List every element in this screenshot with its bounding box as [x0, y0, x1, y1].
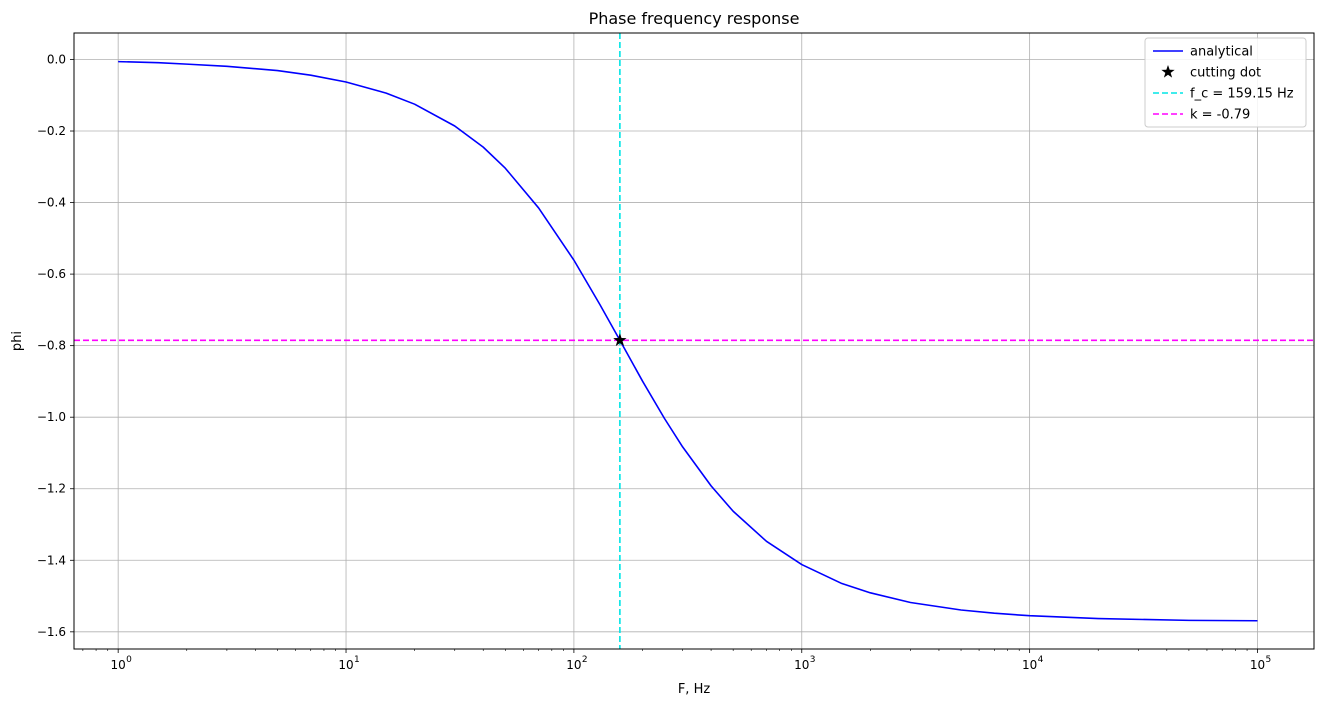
plot-area	[74, 33, 1314, 649]
y-tick-label: 0.0	[47, 52, 66, 66]
y-tick-label: −1.6	[37, 625, 66, 639]
x-tick-label: 10	[338, 658, 353, 672]
legend: analytical cutting dot f_c = 159.15 Hz k = …	[1144, 37, 1307, 128]
legend-box	[1144, 37, 1307, 128]
x-axis-ticks: 10 0 10 1 10 2 10 3 10 4 10 5	[82, 649, 1271, 672]
y-tick-label: −0.4	[37, 196, 66, 210]
x-tick-exponent: 3	[810, 655, 816, 665]
legend-label: cutting dot	[1190, 66, 1261, 81]
x-tick-exponent: 5	[1265, 655, 1271, 665]
series-line-analytical	[118, 60, 1258, 622]
y-tick-label: −1.0	[37, 410, 66, 424]
x-tick-label: 10	[794, 658, 809, 672]
x-tick-label: 10	[566, 658, 581, 672]
y-tick-label: −0.6	[37, 267, 66, 281]
y-axis-label: phi	[10, 331, 25, 351]
grid	[74, 33, 1314, 649]
x-tick-exponent: 2	[582, 655, 588, 665]
x-axis-label: F, Hz	[678, 682, 711, 697]
y-tick-label: −0.8	[37, 339, 66, 353]
series-layer	[74, 33, 1314, 649]
x-tick-exponent: 1	[354, 655, 360, 665]
legend-marker	[1161, 65, 1175, 78]
cutting-dot-marker	[613, 333, 627, 346]
plot-frame	[73, 32, 1315, 650]
y-tick-label: −1.2	[37, 482, 66, 496]
x-tick-exponent: 0	[126, 655, 132, 665]
legend-label: analytical	[1190, 45, 1253, 60]
y-tick-label: −0.2	[37, 124, 66, 138]
chart-title: Phase frequency response	[589, 9, 800, 28]
y-tick-label: −1.4	[37, 553, 66, 567]
x-tick-label: 10	[1250, 658, 1265, 672]
x-tick-exponent: 4	[1038, 655, 1044, 665]
legend-label: k = -0.79	[1190, 108, 1250, 123]
legend-label: f_c = 159.15 Hz	[1190, 87, 1294, 102]
x-tick-label: 10	[111, 658, 126, 672]
x-tick-label: 10	[1022, 658, 1037, 672]
y-axis-ticks: 0.0 −0.2 −0.4 −0.6 −0.8 −1.0 −1.2 −1.4 −1.6	[37, 52, 74, 639]
